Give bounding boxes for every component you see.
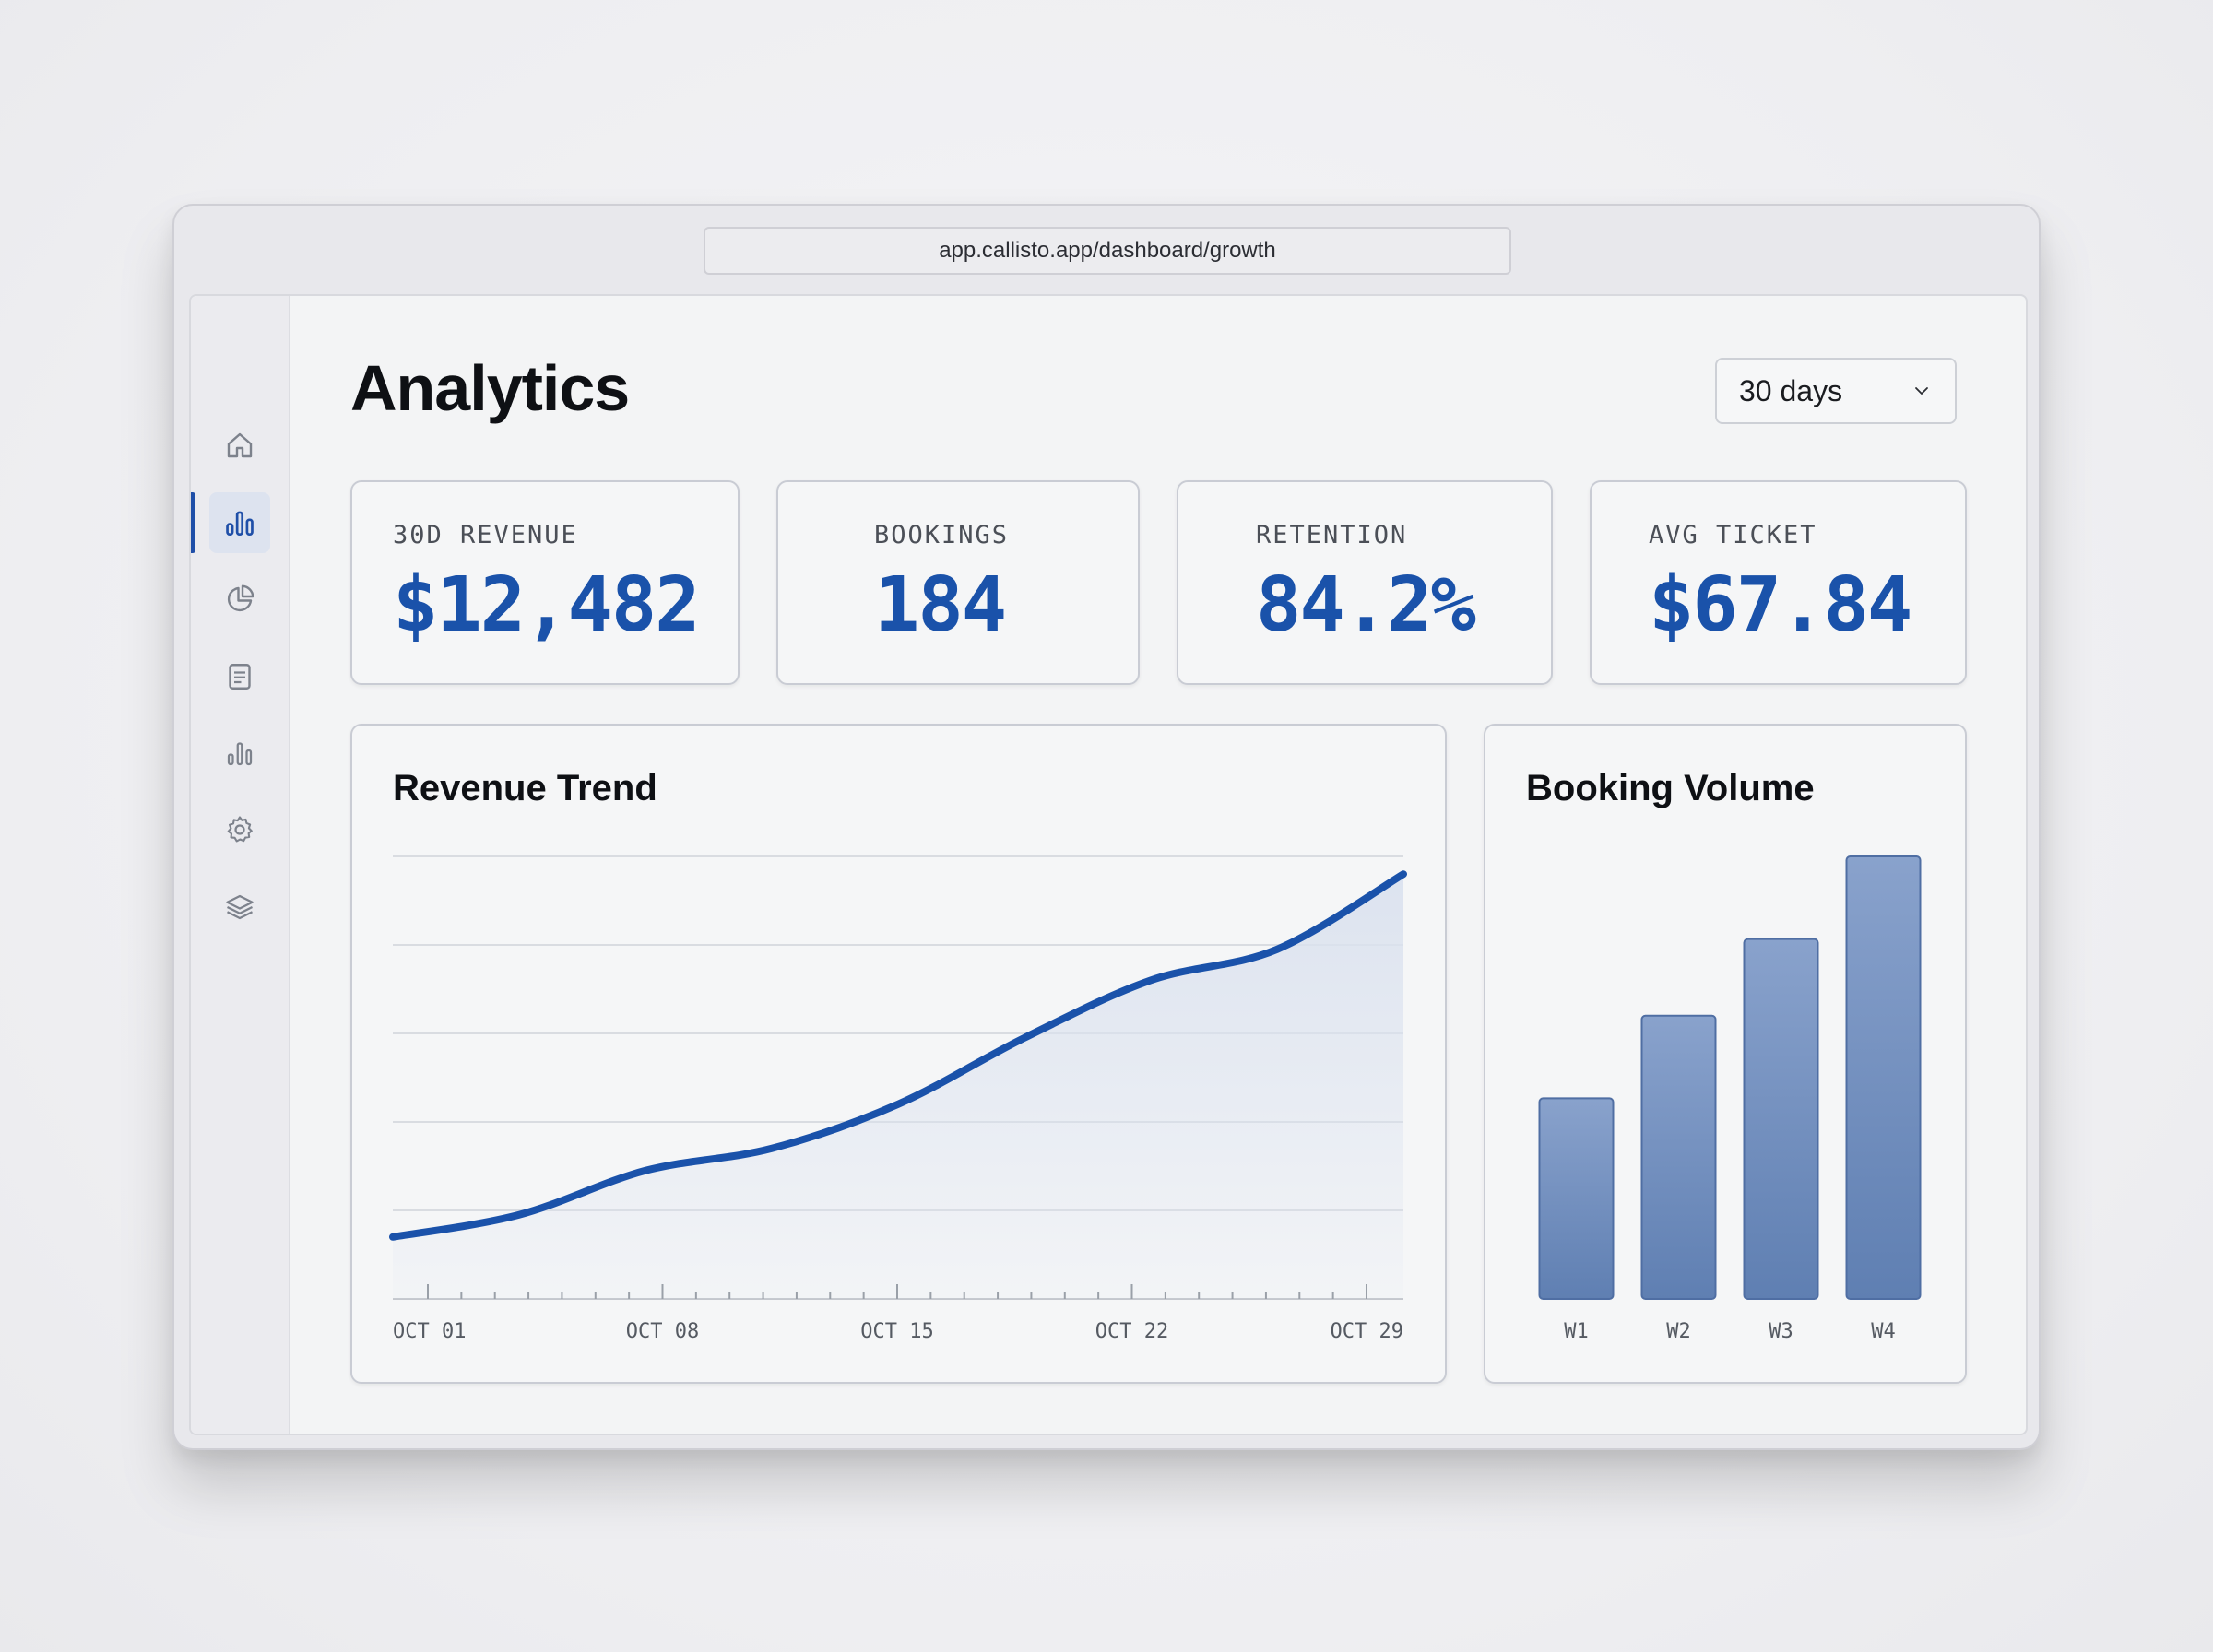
- kpi-value: $67.84: [1649, 561, 1912, 649]
- x-tick-label: W1: [1564, 1320, 1589, 1343]
- revenue-trend-card: Revenue Trend OCT 01 OCT 08 OCT 15 OCT 22 OC…: [350, 724, 1447, 1384]
- date-range-select[interactable]: 30 days: [1715, 358, 1957, 424]
- x-tick-label: W4: [1871, 1320, 1896, 1343]
- kpi-card-avg-ticket: AVG TICKET $67.84: [1590, 480, 1967, 685]
- kpi-card-bookings: BOOKINGS 184: [776, 480, 1140, 685]
- kpi-value: 84.2%: [1256, 561, 1476, 649]
- sidebar-item-analytics[interactable]: [209, 492, 270, 553]
- x-tick-label: W3: [1769, 1320, 1793, 1343]
- app-frame: Analytics 30 days 30D REVENUE $12,482 BO…: [189, 294, 2028, 1435]
- bar-chart-outline-icon: [227, 742, 253, 766]
- sidebar-item-metrics[interactable]: [209, 723, 270, 784]
- bar: [1743, 938, 1819, 1300]
- chart-title: Booking Volume: [1526, 768, 1815, 808]
- kpi-card-retention: RETENTION 84.2%: [1177, 480, 1553, 685]
- kpi-label: BOOKINGS: [874, 521, 1010, 549]
- sidebar-item-documents[interactable]: [209, 646, 270, 707]
- x-tick-label: W2: [1666, 1320, 1691, 1343]
- document-icon: [229, 664, 251, 690]
- address-bar[interactable]: app.callisto.app/dashboard/growth: [704, 227, 1511, 275]
- active-indicator: [191, 492, 195, 553]
- date-range-value: 30 days: [1739, 373, 1843, 407]
- kpi-label: 30D REVENUE: [393, 521, 578, 549]
- x-tick-label: OCT 15: [860, 1320, 933, 1343]
- bar: [1640, 1014, 1717, 1300]
- bar-chart-icon: [226, 511, 254, 537]
- kpi-label: RETENTION: [1256, 521, 1408, 549]
- x-tick-label: OCT 08: [626, 1320, 699, 1343]
- sidebar: [191, 296, 290, 1434]
- bar: [1845, 856, 1922, 1300]
- chart-title: Revenue Trend: [393, 768, 657, 808]
- chevron-down-icon: [1915, 387, 1928, 395]
- sidebar-item-integrations[interactable]: [209, 877, 270, 938]
- page-title: Analytics: [350, 352, 630, 424]
- sidebar-item-settings[interactable]: [209, 799, 270, 860]
- address-text: app.callisto.app/dashboard/growth: [939, 238, 1276, 263]
- layers-icon: [226, 894, 254, 920]
- x-tick-label: OCT 01: [393, 1320, 466, 1343]
- sidebar-item-home[interactable]: [209, 415, 270, 476]
- bar: [1538, 1097, 1615, 1300]
- sidebar-item-reports[interactable]: [209, 569, 270, 630]
- pie-chart-icon: [227, 584, 254, 612]
- home-icon: [227, 432, 253, 458]
- browser-window: app.callisto.app/dashboard/growth: [172, 204, 2041, 1450]
- booking-volume-chart: W1 W2 W3 W4: [1538, 856, 1922, 1343]
- revenue-line: [389, 870, 1407, 1241]
- main-content: Analytics 30 days 30D REVENUE $12,482 BO…: [290, 296, 2026, 1434]
- kpi-card-revenue: 30D REVENUE $12,482: [350, 480, 740, 685]
- x-tick-label: OCT 29: [1331, 1320, 1403, 1343]
- revenue-trend-chart: OCT 01 OCT 08 OCT 15 OCT 22 OCT 29: [389, 856, 1407, 1343]
- kpi-value: $12,482: [393, 561, 701, 649]
- kpi-value: 184: [874, 561, 1007, 649]
- booking-volume-card: Booking Volume W1 W2 W3 W4: [1484, 724, 1967, 1384]
- kpi-label: AVG TICKET: [1649, 521, 1817, 549]
- gear-icon: [227, 816, 253, 843]
- x-tick-label: OCT 22: [1095, 1320, 1168, 1343]
- area-fill: [393, 874, 1403, 1299]
